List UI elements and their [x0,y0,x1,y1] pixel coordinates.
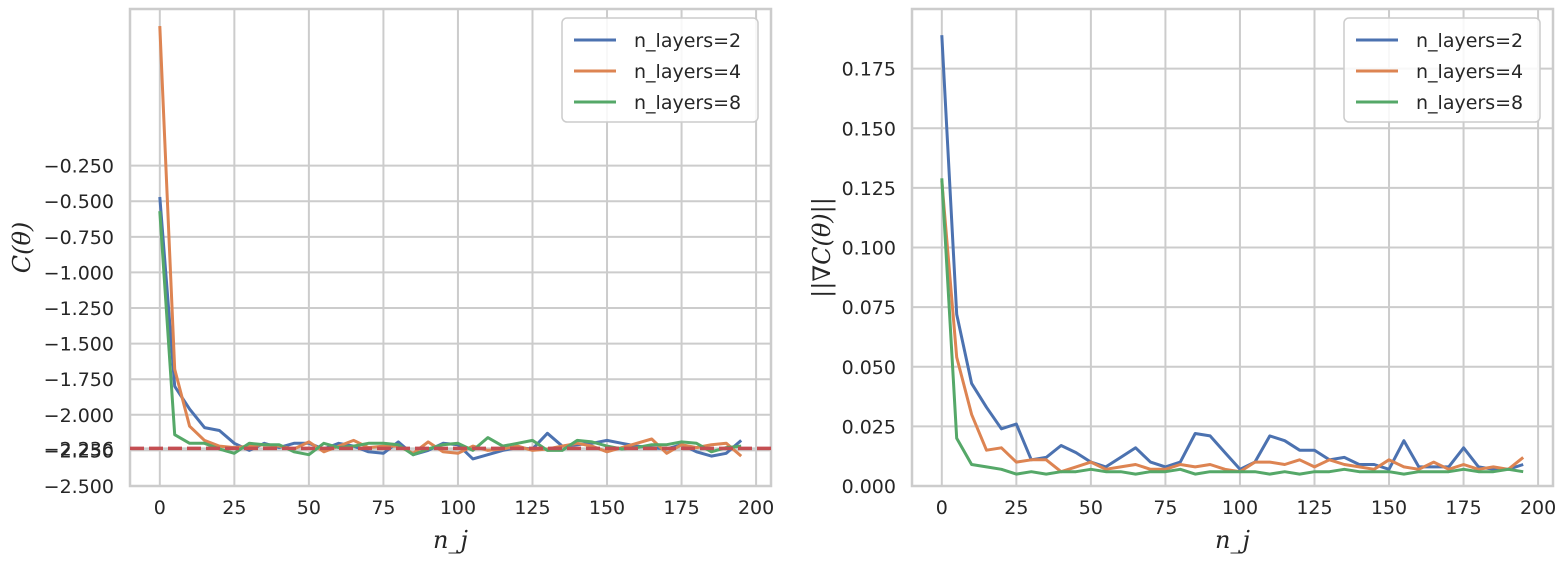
y-tick-label: −0.750 [44,227,114,249]
x-tick-label: 100 [440,497,476,519]
x-axis-label: n_j [1215,526,1250,554]
legend-label: n_layers=4 [634,61,741,83]
y-tick-label: −2.000 [44,405,114,427]
y-tick-label: 0.050 [842,357,896,379]
y-axis-label: C(θ) [8,222,36,274]
x-tick-label: 25 [1004,497,1028,519]
y-tick-label: −1.250 [44,298,114,320]
y-tick-label: 0.175 [842,59,896,81]
y-tick-label: 0.150 [842,118,896,140]
x-tick-label: 175 [1445,497,1481,519]
gradient-norm-chart: 0 25 50 75 100 125 150 175 200 0.000 0.025 0.050 0.0… [808,7,1556,554]
legend-label: n_layers=2 [1416,30,1523,52]
x-tick-label: 100 [1222,497,1258,519]
y-tick-label: −2.500 [44,476,114,498]
y-tick-label: −0.250 [44,156,114,178]
x-tick-label: 125 [1296,497,1332,519]
series-line-n-layers-4 [940,180,1525,474]
x-axis-label: n_j [433,526,468,554]
series-line-n-layers-8 [940,178,1524,476]
x-tick-label: 200 [1520,497,1556,519]
x-tick-label: 150 [589,497,625,519]
legend-label: n_layers=8 [1416,92,1523,114]
legend-label: n_layers=2 [634,30,741,52]
x-tick-label: 150 [1371,497,1407,519]
x-tick-label: 0 [154,497,166,519]
series-line-n-layers-8 [158,211,742,457]
y-tick-label: −0.500 [44,191,114,213]
legend-label: n_layers=8 [634,92,741,114]
y-tick-label: 0.025 [842,416,896,438]
legend-box [561,17,759,123]
plot-frame [910,7,1555,488]
y-tick-label: −1.500 [44,334,114,356]
y-tick-label: 0.125 [842,178,896,200]
x-tick-label: 175 [663,497,699,519]
cost-chart: 0 25 50 75 100 125 150 175 200 −0.250 −0.500 −0.750… [8,7,774,554]
y-tick-label: −1.000 [44,262,114,284]
x-tick-label: 50 [297,497,321,519]
x-tick-label: 75 [371,497,395,519]
y-tick-label: 0.000 [842,476,896,498]
legend-label: n_layers=4 [1416,61,1523,83]
legend-box [1343,17,1541,123]
y-axis-label: ||∇C(θ)|| [808,197,837,298]
plot-frame [128,7,773,488]
x-tick-label: 125 [514,497,550,519]
x-tick-label: 200 [738,497,774,519]
x-tick-label: 25 [222,497,246,519]
y-tick-label: −1.750 [44,369,114,391]
y-tick-label: 0.075 [842,297,896,319]
x-tick-label: 75 [1153,497,1177,519]
x-tick-label: 0 [936,497,948,519]
y-tick-label: −2.236 [44,438,114,460]
y-tick-label: 0.100 [842,238,896,260]
x-tick-label: 50 [1079,497,1103,519]
y-tick-label: −2.250 [44,440,114,462]
